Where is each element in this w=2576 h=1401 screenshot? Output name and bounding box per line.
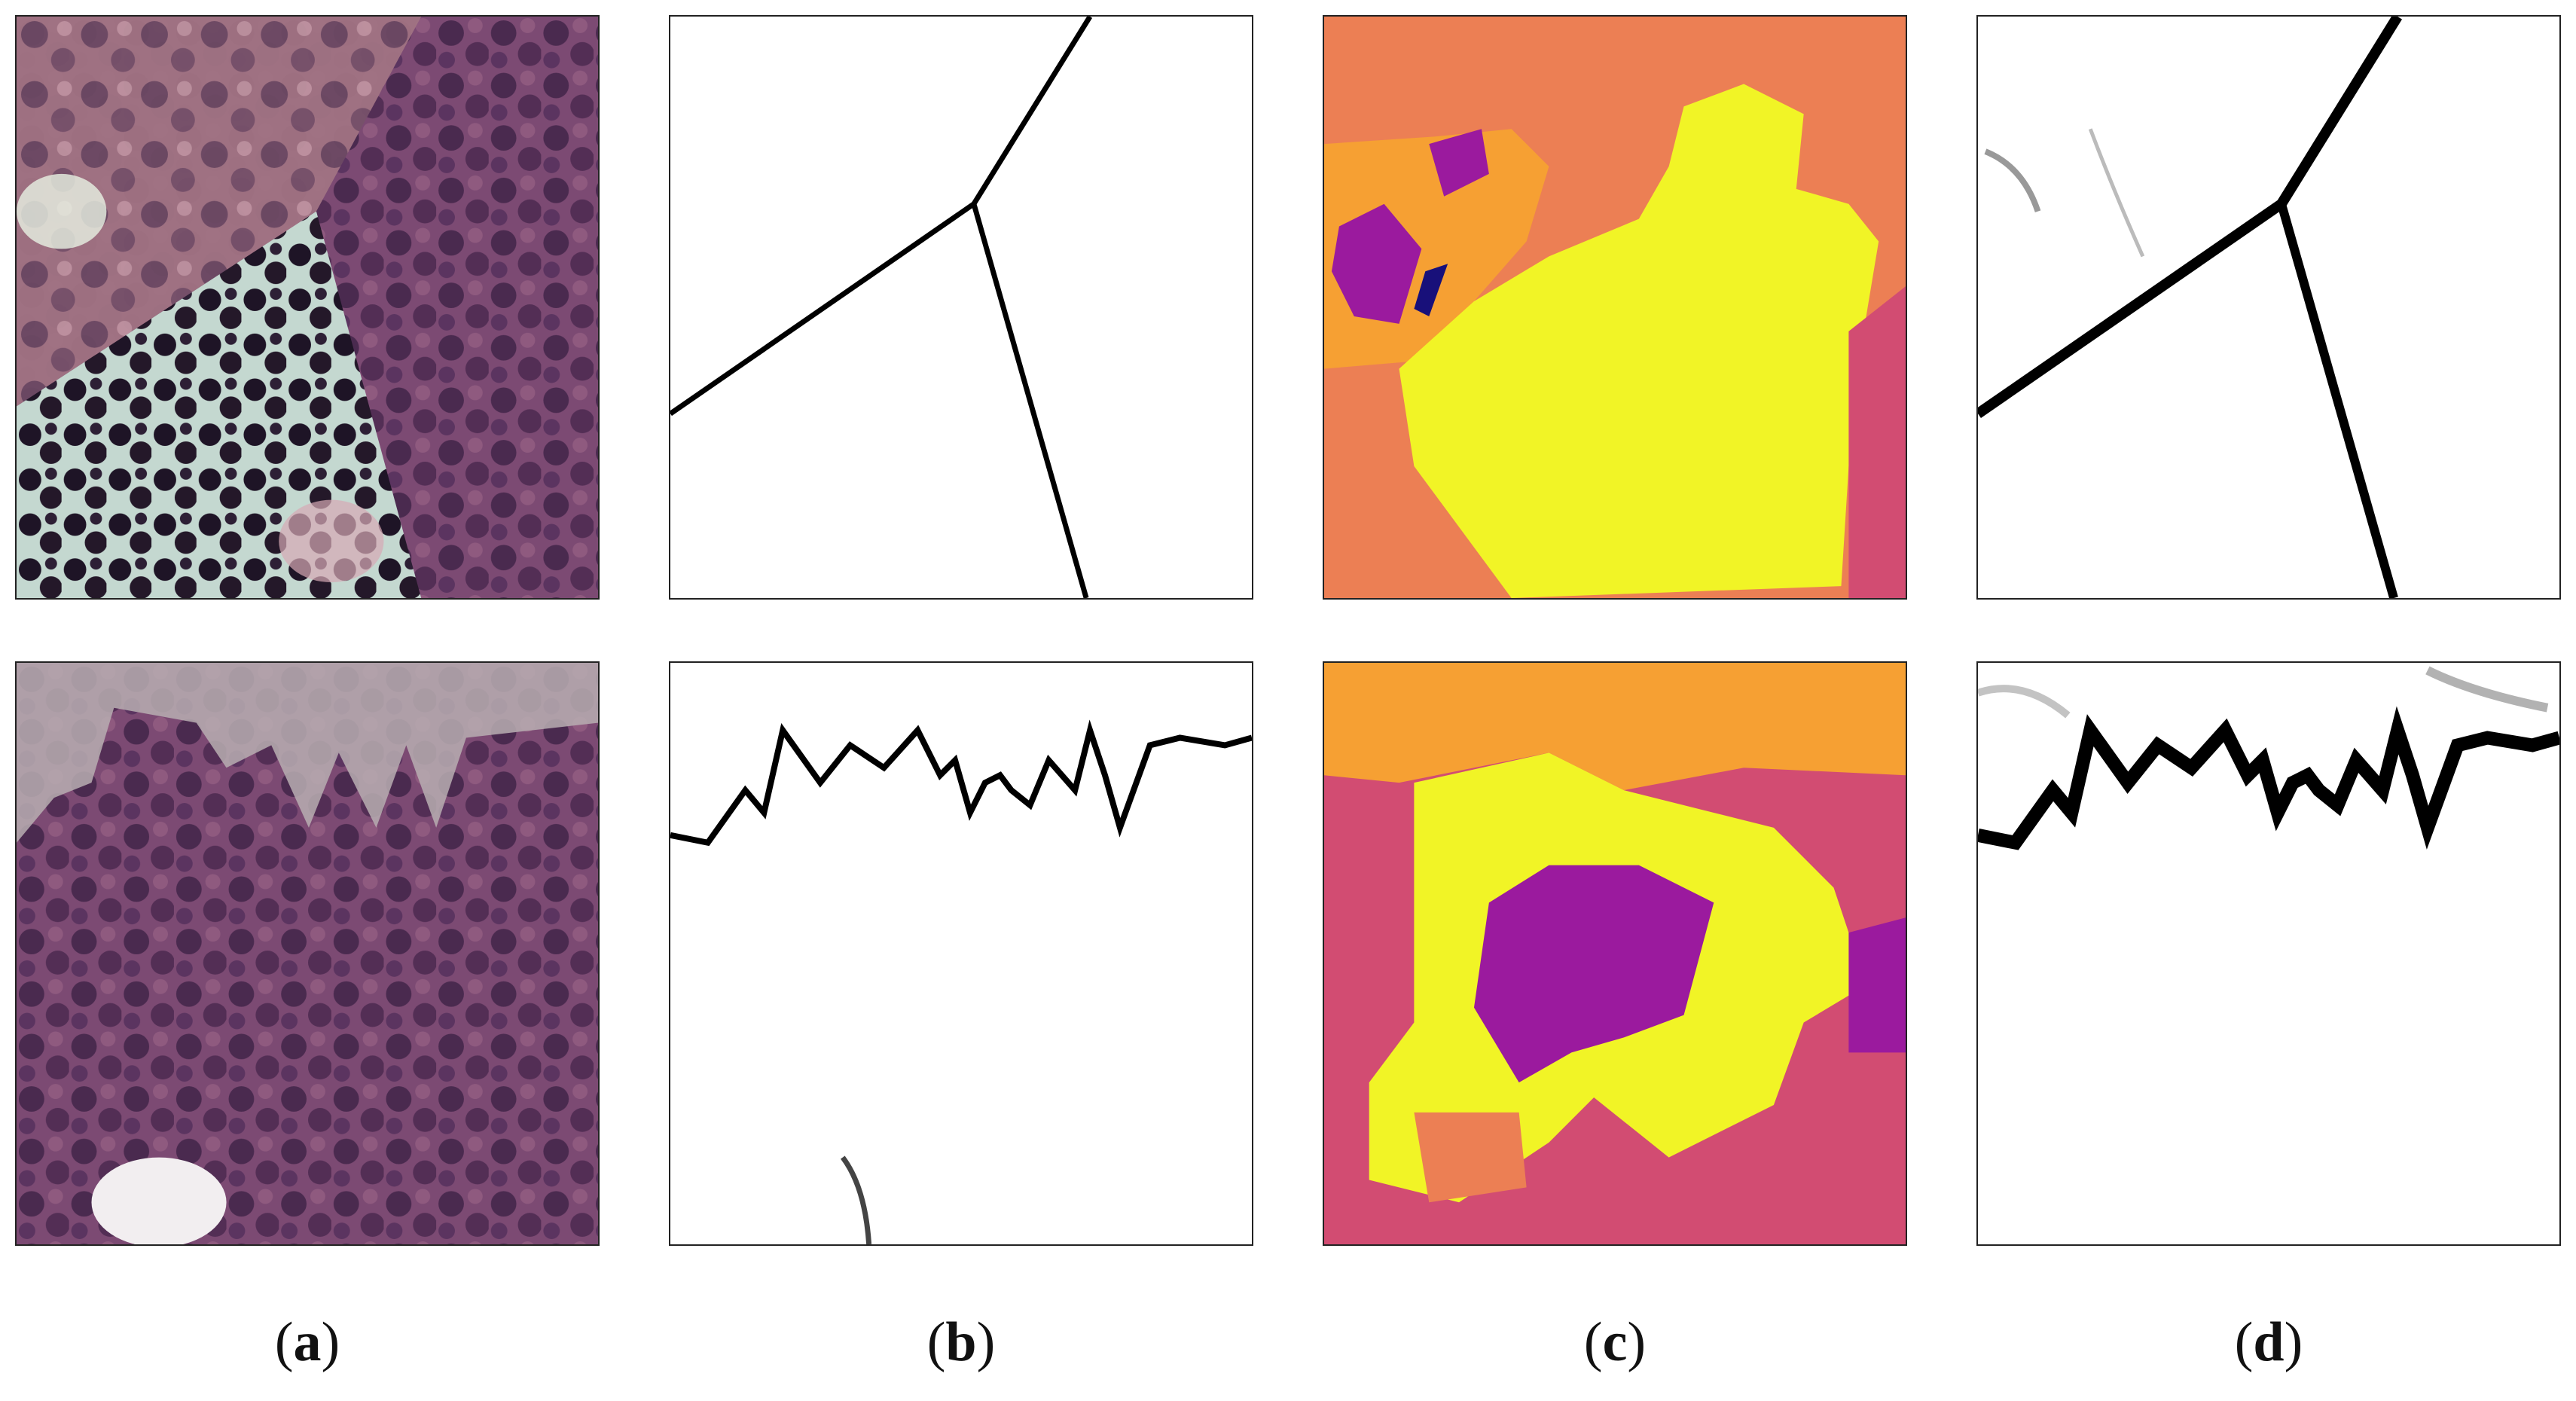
boundary-map-1 — [669, 15, 1253, 600]
caption-a: (a) — [274, 1311, 340, 1373]
tissue-image-1 — [15, 15, 600, 600]
boundary-map-2 — [669, 661, 1253, 1246]
probability-map-2 — [1976, 661, 2561, 1246]
caption-b: (b) — [926, 1311, 996, 1373]
segmentation-map-1 — [1323, 15, 1907, 600]
probability-map-1 — [1976, 15, 2561, 600]
segmentation-map-2 — [1323, 661, 1907, 1246]
caption-c: (c) — [1583, 1311, 1647, 1373]
caption-d: (d) — [2234, 1311, 2303, 1373]
tissue-image-2 — [15, 661, 600, 1246]
